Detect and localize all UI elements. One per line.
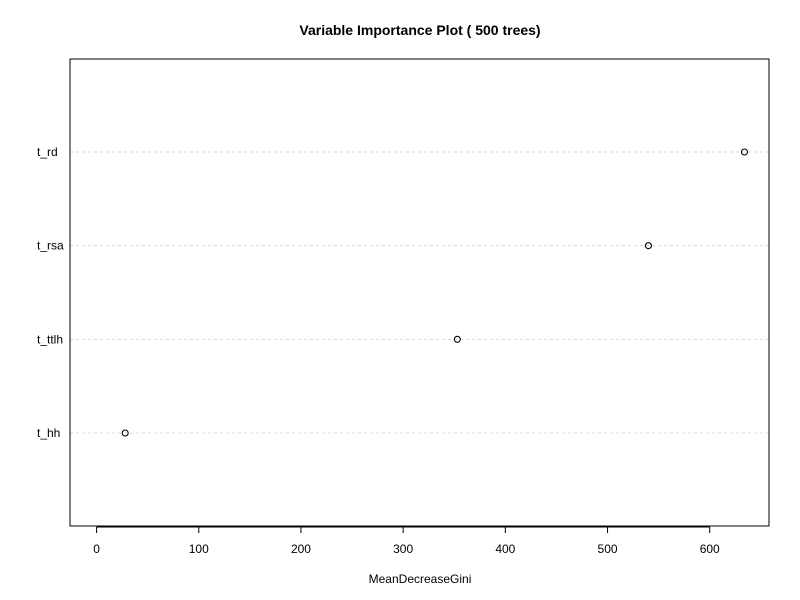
x-tick-label-500: 500	[598, 542, 618, 556]
x-tick-label-600: 600	[700, 542, 720, 556]
plot-frame	[69, 58, 770, 527]
point-t_hh	[121, 429, 129, 437]
y-category-labels: t_rd t_rsa t_ttlh t_hh	[37, 145, 64, 440]
x-tick-label-0: 0	[93, 542, 100, 556]
y-label-t_rd: t_rd	[37, 145, 58, 159]
data-points	[121, 148, 749, 437]
point-t_rsa	[644, 242, 652, 250]
x-axis: 0 100 200 300 400 500 600	[93, 526, 720, 556]
x-axis-label: MeanDecreaseGini	[369, 572, 472, 586]
point-t_rd	[740, 148, 749, 156]
y-label-t_hh: t_hh	[37, 426, 60, 440]
x-tick-label-400: 400	[495, 542, 515, 556]
x-tick-label-200: 200	[291, 542, 311, 556]
y-label-t_ttlh: t_ttlh	[37, 332, 63, 346]
point-t_ttlh	[453, 335, 461, 343]
x-tick-label-300: 300	[393, 542, 413, 556]
chart-title: Variable Importance Plot ( 500 trees)	[299, 22, 540, 38]
x-tick-label-100: 100	[189, 542, 209, 556]
gridlines	[70, 151, 769, 434]
y-label-t_rsa: t_rsa	[37, 239, 64, 253]
